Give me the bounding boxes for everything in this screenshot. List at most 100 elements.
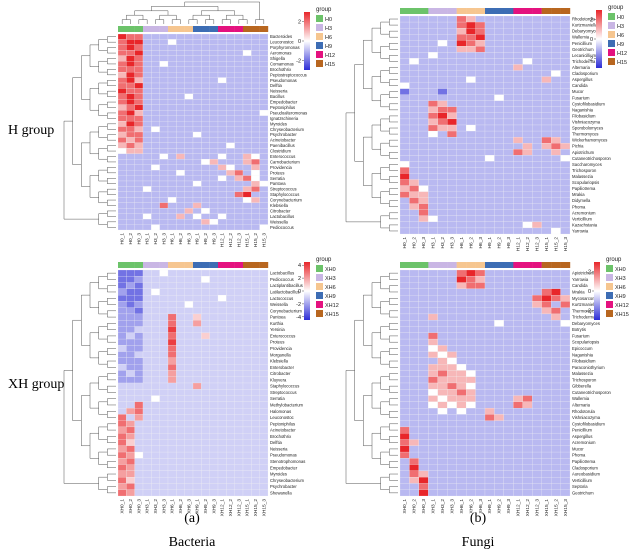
heat-cell [475,34,486,41]
heat-cell [541,282,552,289]
heat-cell [201,420,210,428]
heat-cell [409,326,419,333]
heat-cell [466,64,476,71]
heat-cell [226,408,235,415]
heat-cell [242,307,252,315]
heat-cell [475,301,486,308]
heat-cell [159,55,169,62]
heat-cell [259,458,269,465]
heat-cell [217,408,227,415]
heat-cell [447,155,457,162]
heat-cell [151,376,160,384]
heat-cell [447,118,457,126]
heat-cell [134,307,144,315]
heat-cell [560,185,571,192]
heat-cell [126,180,135,187]
heat-cell [541,489,552,497]
heat-cell [184,301,194,308]
heat-cell [532,483,542,490]
heat-cell [409,179,419,186]
heat-cell [437,364,448,371]
heat-cell [541,203,552,210]
heat-cell [513,161,523,168]
heat-cell [503,295,514,302]
heat-cell [522,155,533,162]
heat-cell [541,420,552,428]
group-bar [541,8,552,14]
heat-cell [201,44,210,51]
heat-cell [259,477,269,484]
heat-cell [541,52,552,59]
heat-cell [217,180,227,187]
heat-cell [503,332,514,340]
heat-cell [541,351,552,358]
heat-cell [209,77,219,84]
heat-cell [560,332,571,340]
heat-cell [513,76,523,83]
heat-cell [532,351,542,358]
heat-cell [234,320,244,327]
heat-cell [532,34,542,41]
heat-cell [503,100,514,107]
heat-cell [201,489,210,497]
heat-cell [484,209,495,216]
row-label: Citrobacter [270,371,291,376]
heat-cell [541,414,552,421]
heat-cell [551,197,561,204]
heat-cell [167,110,177,116]
heat-cell [126,439,135,446]
heat-cell [522,401,533,409]
legend-swatch [316,15,323,22]
heat-cell [242,276,252,283]
heat-cell [513,470,523,478]
heat-cell [428,179,438,186]
heat-cell [209,153,219,160]
heat-cell [399,320,410,327]
row-label: Naganishia [572,352,594,357]
heat-cell [551,357,561,365]
heat-cell [242,66,252,73]
heat-cell [456,70,467,77]
heat-cell [217,376,227,384]
row-label: Kluyvera [270,377,287,382]
heat-cell [532,332,542,340]
row-label: Peptoniphilus [270,421,295,426]
heat-cell [167,351,177,358]
heat-cell [209,326,219,333]
heat-cell [532,269,542,277]
row-label: Weissella [270,302,289,307]
heat-cell [532,209,542,216]
heat-cell [176,186,185,192]
heat-cell [494,143,504,150]
heat-cell [418,155,429,162]
heat-cell [259,282,269,289]
row-label: Phoma [572,204,586,209]
heat-cell [242,93,252,100]
row-label: Scopulariopsis [572,180,599,185]
heat-cell [513,269,523,277]
column-label: XH15_1 [544,499,550,517]
heat-cell [192,320,202,327]
heat-cell [551,269,561,277]
heat-cell [494,76,504,83]
heat-cell [503,282,514,289]
row-label: Vishniacozyma [572,119,601,124]
heat-cell [541,100,552,107]
heat-cell [484,464,495,471]
heat-cell [484,112,495,120]
heat-cell [184,66,194,73]
heat-cell [126,104,135,111]
heat-cell [209,338,219,346]
heat-cell [167,483,177,490]
heat-cell [494,426,504,434]
heat-cell [184,439,194,446]
heat-cell [134,115,144,122]
heat-cell [151,82,160,89]
heat-cell [159,295,169,302]
group-bar [409,262,420,268]
heat-cell [418,313,429,321]
heat-cell [226,445,235,453]
heat-cell [184,477,194,484]
heat-cell [437,345,448,352]
row-label: Paenibacillus [270,143,295,148]
